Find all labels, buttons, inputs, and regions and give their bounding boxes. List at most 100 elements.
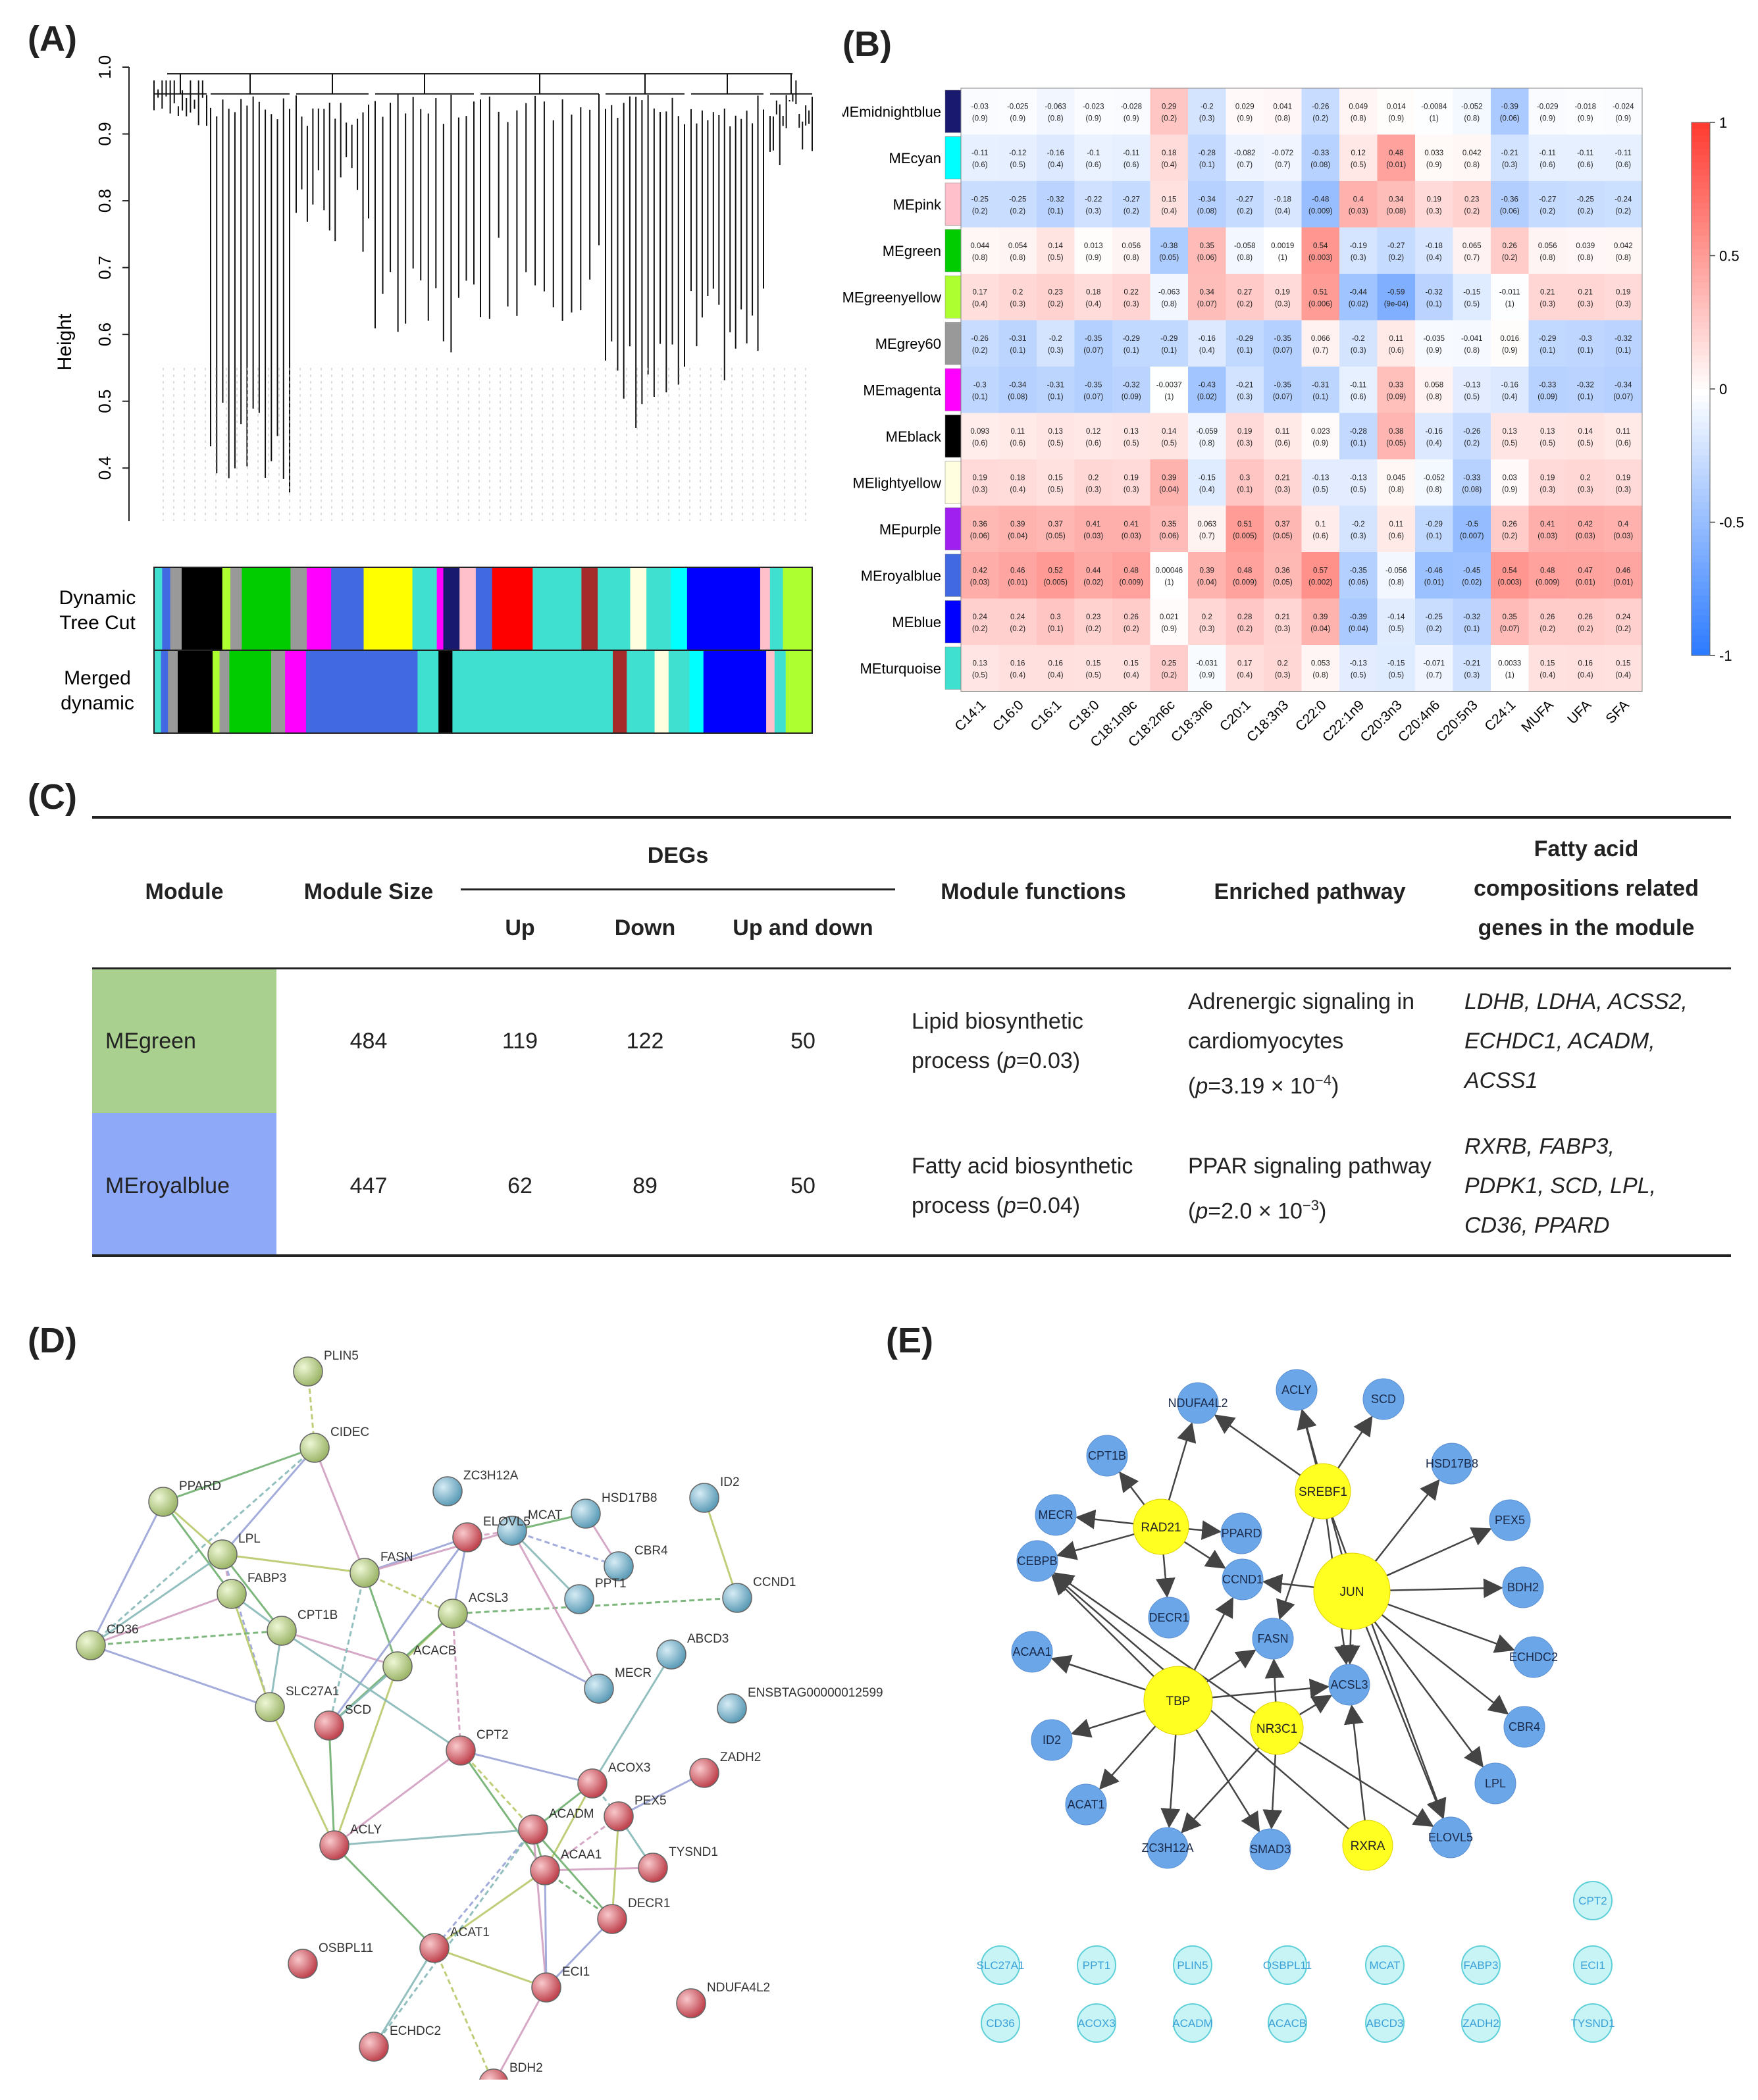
heat-cell xyxy=(1188,320,1226,367)
heat-cell xyxy=(998,227,1037,274)
cell-pvalue: (0.3) xyxy=(1578,486,1593,494)
ppi-node xyxy=(689,1758,719,1788)
ppi-edge xyxy=(269,1706,336,1846)
ppi-node-label: ACSL3 xyxy=(469,1591,508,1605)
ppi-node-label: ID2 xyxy=(720,1475,740,1489)
ppi-edge xyxy=(281,1629,398,1668)
heat-cell xyxy=(1112,413,1150,459)
heat-cell xyxy=(1491,181,1529,228)
cell-value: -0.063 xyxy=(1045,103,1066,111)
cell-value: 0.46 xyxy=(1010,567,1025,575)
row-label: MEblack xyxy=(886,428,942,445)
module-color-segment xyxy=(571,650,613,733)
module-color-segment xyxy=(668,650,690,733)
column-label: C16:0 xyxy=(990,698,1027,734)
cell-value: -0.35 xyxy=(1274,381,1291,389)
ppi-node-label: PPT1 xyxy=(595,1577,627,1591)
heat-cell xyxy=(1150,598,1188,645)
ppi-edge xyxy=(221,1554,233,1595)
ppi-node-label: PPARD xyxy=(179,1479,221,1493)
cell-value: -0.32 xyxy=(1426,288,1443,296)
target-gene-node xyxy=(1328,1664,1370,1706)
module-color-segment xyxy=(154,567,163,650)
cell-pvalue: (0.9) xyxy=(1161,625,1177,633)
cell-value: -0.071 xyxy=(1423,659,1445,667)
heat-cell xyxy=(1339,413,1378,459)
regulation-edge xyxy=(1262,1574,1314,1594)
cell-pvalue: (0.9) xyxy=(1615,115,1631,122)
module-color-segment xyxy=(452,650,571,733)
heat-cell xyxy=(1377,181,1415,228)
heat-cell xyxy=(1226,320,1264,367)
module-color-segment xyxy=(703,650,767,733)
legend-gradient-step xyxy=(1692,642,1710,650)
cell-value: 0.52 xyxy=(1048,567,1063,575)
module-color-segment xyxy=(654,650,669,733)
regulation-edge xyxy=(1195,1729,1260,1833)
cell-pvalue: (0.6) xyxy=(1578,161,1593,169)
cell-value: 0.044 xyxy=(970,242,989,250)
ppi-node-label: CPT1B xyxy=(297,1608,338,1622)
cell-value: 0.37 xyxy=(1048,521,1063,528)
cell-value: 0.13 xyxy=(1048,428,1063,436)
cell-value: 0.26 xyxy=(1503,521,1517,528)
legend-gradient-step xyxy=(1692,409,1710,417)
unconnected-gene-node xyxy=(1573,1945,1613,1985)
row-megreen-down: 122 xyxy=(626,1029,664,1054)
heat-cell xyxy=(1037,181,1075,228)
cell-pvalue: (0.08) xyxy=(1310,161,1330,169)
cell-value: 0.0033 xyxy=(1498,659,1521,667)
cell-pvalue: (0.6) xyxy=(1085,161,1101,169)
cell-pvalue: (0.06) xyxy=(1500,115,1520,122)
merged-dynamic-label: Merged dynamic xyxy=(61,667,134,714)
cell-pvalue: (0.3) xyxy=(1085,486,1101,494)
cell-pvalue: (0.2) xyxy=(1161,115,1177,122)
heat-cell xyxy=(1604,134,1642,181)
cell-value: -0.21 xyxy=(1236,381,1253,389)
cell-pvalue: (0.2) xyxy=(1502,532,1518,540)
ppi-edge xyxy=(532,1829,548,1988)
cell-pvalue: (0.3) xyxy=(1615,486,1631,494)
heat-cell xyxy=(1188,505,1226,552)
cell-pvalue: (0.5) xyxy=(1124,440,1139,448)
cell-pvalue: (0.4) xyxy=(1275,207,1291,215)
cell-value: 0.51 xyxy=(1313,288,1328,296)
unconnected-gene-label: CPT2 xyxy=(1578,1895,1607,1907)
heat-cell xyxy=(1188,459,1226,506)
cell-value: 0.21 xyxy=(1578,288,1593,296)
cell-pvalue: (0.1) xyxy=(1048,625,1064,633)
cell-pvalue: (0.06) xyxy=(1197,254,1217,262)
unconnected-gene-label: TYSND1 xyxy=(1570,2017,1615,2030)
tf-hub-node xyxy=(1313,1552,1391,1630)
heat-cell xyxy=(1566,320,1605,367)
heat-cell xyxy=(1150,134,1188,181)
cell-pvalue: (0.6) xyxy=(1615,161,1631,169)
heat-cell xyxy=(1339,88,1378,135)
legend-gradient-step xyxy=(1692,275,1710,283)
heat-cell xyxy=(1188,88,1226,135)
module-color-segment xyxy=(162,567,171,650)
cell-pvalue: (0.009) xyxy=(1308,207,1333,215)
row-megreen-module: MEgreen xyxy=(105,1029,196,1054)
heat-cell xyxy=(1264,320,1302,367)
heat-cell xyxy=(1188,181,1226,228)
ppi-node xyxy=(497,1516,527,1546)
cell-value: 0.24 xyxy=(1010,613,1025,621)
cell-value: -0.11 xyxy=(1615,149,1632,157)
cell-pvalue: (0.5) xyxy=(1388,625,1404,633)
regulation-edge xyxy=(1214,1414,1301,1476)
cell-pvalue: (0.02) xyxy=(1462,578,1482,586)
cell-value: -0.056 xyxy=(1385,567,1407,575)
ppi-edge xyxy=(363,1572,399,1667)
cell-pvalue: (0.07) xyxy=(1083,347,1103,355)
heat-cell xyxy=(1566,134,1605,181)
ppi-node-label: PEX5 xyxy=(634,1794,667,1808)
heat-cell xyxy=(1528,181,1566,228)
cell-pvalue: (0.2) xyxy=(1085,625,1101,633)
legend-gradient-step xyxy=(1692,595,1710,603)
heat-cell xyxy=(1074,413,1112,459)
cell-value: -0.26 xyxy=(971,335,989,343)
cell-pvalue: (0.6) xyxy=(972,440,988,448)
cell-value: -0.15 xyxy=(1387,659,1405,667)
cell-value: 0.57 xyxy=(1313,567,1328,575)
